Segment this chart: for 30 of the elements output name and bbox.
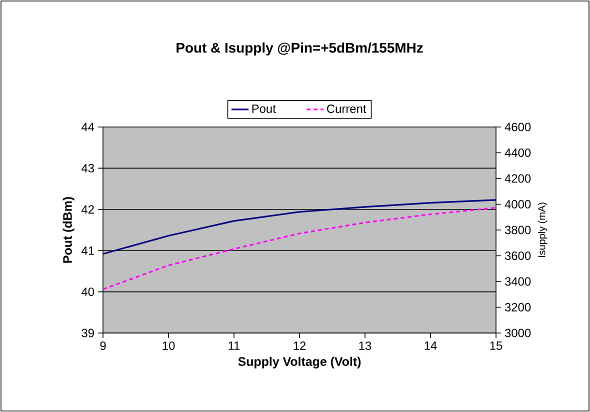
y-tick-label: 42: [81, 205, 94, 214]
y2-tick-label: 4400: [504, 148, 531, 157]
y2-tick-label: 4000: [504, 200, 531, 208]
line-series: [103, 199, 496, 255]
y2-tick-label: 3800: [504, 226, 531, 234]
y2-tick-label: 3200: [504, 303, 531, 312]
x-tick-label: 15: [490, 342, 502, 350]
chart-title: Pout & Isupply @Pin=+5dBm/155MHz: [176, 42, 423, 56]
legend-label: Pout: [252, 104, 276, 113]
y2-tick-label: 4200: [504, 174, 531, 183]
y2-tick-label: 3000: [504, 328, 531, 338]
x-tick-label: 14: [424, 342, 437, 350]
x-axis-title: Supply Voltage (Volt): [238, 356, 361, 368]
y-tick-label: 39: [82, 328, 94, 338]
y2-tick-label: 3600: [504, 252, 531, 260]
y2-axis-title: Isupply (mA): [538, 202, 548, 258]
y2-tick-label: 3400: [504, 277, 531, 286]
legend-label: Current: [327, 104, 366, 113]
y-tick-label: 41: [81, 246, 94, 255]
line-series: [103, 206, 496, 290]
x-tick-label: 13: [359, 342, 372, 350]
y-tick-label: 40: [81, 288, 94, 296]
x-tick-label: 12: [294, 342, 306, 350]
y2-tick-label: 4600: [504, 122, 531, 132]
y-axis-title: Pout (dBm): [62, 197, 74, 263]
x-tick-label: 9: [100, 342, 106, 350]
y-tick-label: 43: [81, 164, 94, 172]
x-tick-label: 11: [228, 342, 240, 350]
x-tick-label: 10: [162, 342, 175, 350]
y-tick-label: 44: [81, 122, 94, 132]
